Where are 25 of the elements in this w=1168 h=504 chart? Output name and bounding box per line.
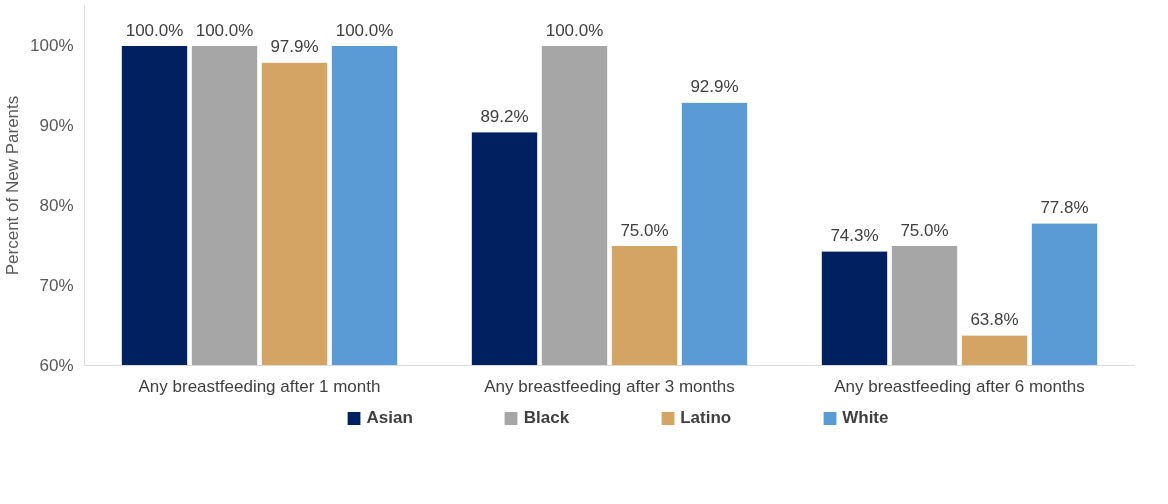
x-tick-label: Any breastfeeding after 6 months	[834, 376, 1085, 396]
y-tick-label: 60%	[39, 356, 74, 375]
y-axis-title: Percent of New Parents	[3, 95, 23, 276]
data-label: 77.8%	[1040, 198, 1089, 218]
data-label: 100.0%	[335, 20, 394, 40]
y-tick-label: 100%	[30, 36, 74, 55]
data-label: 100.0%	[125, 20, 184, 40]
y-tick-label: 80%	[39, 196, 74, 215]
x-tick-label: Any breastfeeding after 3 months	[484, 376, 735, 396]
data-label: 97.9%	[270, 37, 319, 57]
y-tick-label: 90%	[39, 116, 74, 135]
data-label: 74.3%	[830, 226, 879, 246]
legend-label: Black	[523, 408, 570, 428]
data-label: 75.0%	[620, 220, 669, 240]
data-label: 92.9%	[690, 77, 739, 97]
legend-label: Latino	[680, 408, 732, 428]
x-tick-label: Any breastfeeding after 1 month	[138, 376, 381, 396]
legend-label: White	[842, 408, 889, 428]
data-label: 100.0%	[545, 20, 604, 40]
y-tick-label: 70%	[39, 276, 74, 295]
data-label: 63.8%	[970, 310, 1019, 330]
data-label: 100.0%	[195, 20, 254, 40]
data-label: 89.2%	[480, 106, 529, 126]
legend-label: Asian	[366, 408, 413, 428]
data-label: 75.0%	[900, 220, 949, 240]
